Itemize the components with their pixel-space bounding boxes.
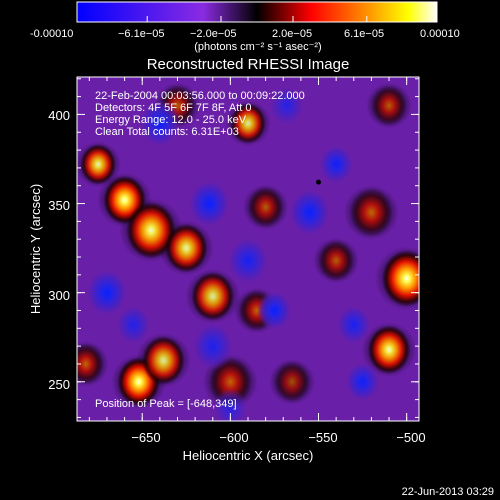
colorbar-tick-label: −2.0e−05: [190, 28, 237, 40]
colorbar-tick-label: -0.00010: [30, 28, 73, 40]
x-axis-label: Heliocentric X (arcsec): [183, 448, 314, 463]
heatmap-cold-blob: [344, 361, 381, 403]
colorbar-ticks: [76, 16, 438, 22]
x-tick-label: −500: [396, 430, 425, 445]
heatmap-cold-blob: [269, 85, 305, 126]
heatmap-cold-blob: [336, 304, 372, 346]
chart-title: Reconstructed RHESSI Image: [147, 56, 350, 73]
heatmap-hot-blob: [371, 85, 407, 126]
heatmap-hot-blob: [77, 343, 104, 385]
y-tick-label: 250: [48, 377, 70, 392]
heatmap-hot-blob: [142, 336, 185, 385]
heatmap-cold-blob: [188, 179, 231, 228]
heatmap-hot-blob: [350, 188, 393, 237]
peak-marker: [316, 179, 322, 185]
x-tick-label: −550: [308, 430, 337, 445]
colorbar-tick-label: −6.1e−05: [118, 28, 165, 40]
heatmap-cold-blob: [288, 188, 331, 237]
heatmap-cold-blob: [318, 144, 354, 185]
x-tick-label: −650: [131, 430, 160, 445]
heatmap-hot-blob: [80, 144, 116, 185]
colorbar-tick-label: 6.1e−05: [344, 28, 384, 40]
y-tick-label: 350: [48, 198, 70, 213]
heatmap-cold-blob: [191, 321, 234, 371]
heatmap-hot-blob: [191, 271, 234, 321]
annotation-clean: Clean Total counts: 6.31E+03: [95, 126, 239, 138]
y-axis-label: Heliocentric Y (arcsec): [28, 184, 43, 314]
colorbar: [76, 1, 438, 23]
heatmap-cold-blob: [226, 236, 270, 285]
y-tick-label: 300: [48, 288, 70, 303]
heatmap-cold-blob: [138, 99, 182, 148]
annotation-detectors: Detectors: 4F 5F 6F 7F 8F, Att 0: [95, 102, 252, 114]
heatmap-hot-blob: [274, 361, 310, 403]
heatmap-hot-blob: [230, 103, 266, 144]
heatmap-hot-blob: [126, 201, 176, 259]
heatmap-cold-blob: [115, 304, 152, 346]
heatmap-hot-blob: [248, 186, 284, 228]
colorbar-tick-label: 0.00010: [420, 28, 460, 40]
heatmap: [77, 77, 419, 421]
heatmap-hot-blob: [318, 240, 354, 281]
annotation-time: 22-Feb-2004 00:03:56.000 to 00:09:22.000: [95, 90, 305, 102]
heatmap-cold-blob: [212, 388, 248, 421]
heatmap-cold-blob: [256, 290, 293, 331]
colorbar-unit-label: (photons cm⁻² s⁻¹ asec⁻²): [194, 41, 321, 53]
heatmap-hot-blob: [165, 223, 208, 273]
footer-date: 22-Jun-2013 03:29: [401, 486, 494, 498]
heatmap-hot-blob: [381, 250, 419, 307]
y-tick-label: 400: [48, 108, 70, 123]
x-tick-label: −600: [219, 430, 248, 445]
colorbar-tick-label: 2.0e−05: [272, 28, 312, 40]
peak-position-label: Position of Peak = [-648,349]: [95, 398, 237, 410]
heatmap-cold-blob: [85, 268, 129, 317]
heatmap-hot-blob: [367, 325, 411, 375]
annotation-energy: Energy Range: 12.0 - 25.0 keV: [95, 114, 247, 126]
axis-ticks: [77, 77, 419, 421]
